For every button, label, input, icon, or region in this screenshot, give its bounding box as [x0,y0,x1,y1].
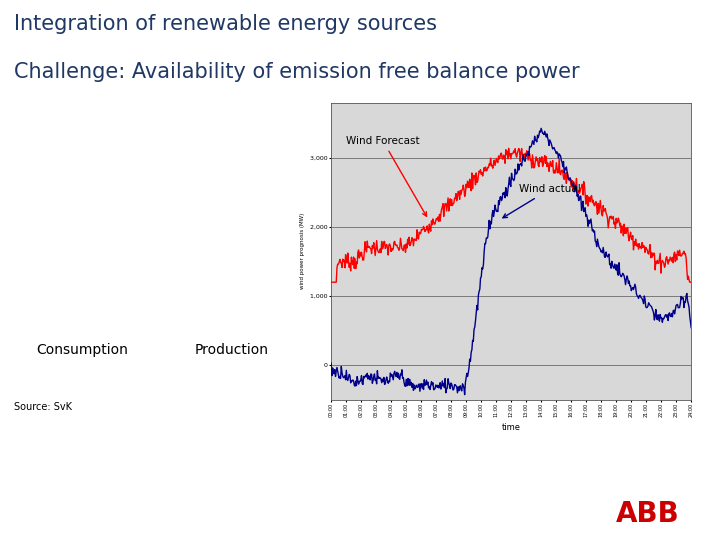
Text: Source: SvK: Source: SvK [14,402,73,413]
X-axis label: time: time [502,423,521,432]
Text: Production: Production [194,343,269,357]
Text: Wind actual: Wind actual [503,184,580,218]
Y-axis label: wind power prognosis (MW): wind power prognosis (MW) [300,213,305,289]
Text: Wind Forecast: Wind Forecast [346,136,426,216]
Text: Challenge: Availability of emission free balance power: Challenge: Availability of emission free… [14,62,580,82]
Text: Consumption: Consumption [36,343,128,357]
Text: Wind and Solar requires more balance power: Wind and Solar requires more balance pow… [135,478,575,497]
Text: Integration of renewable energy sources: Integration of renewable energy sources [14,14,438,33]
Text: ABB: ABB [616,501,680,528]
